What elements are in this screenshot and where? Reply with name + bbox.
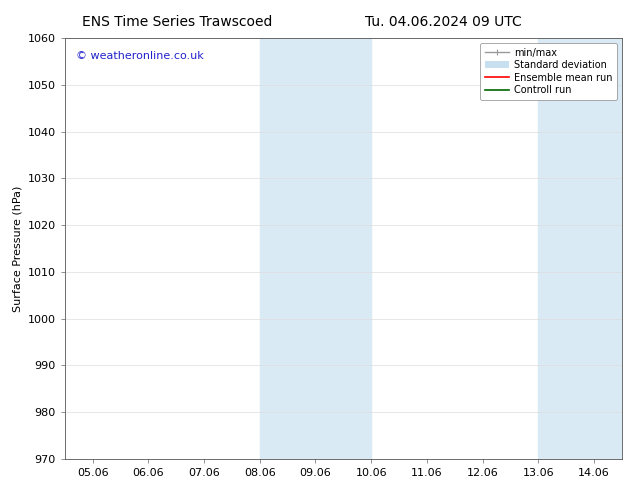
Bar <box>260 38 372 459</box>
Text: Tu. 04.06.2024 09 UTC: Tu. 04.06.2024 09 UTC <box>365 15 522 29</box>
Bar <box>538 38 622 459</box>
Text: © weatheronline.co.uk: © weatheronline.co.uk <box>76 50 204 61</box>
Y-axis label: Surface Pressure (hPa): Surface Pressure (hPa) <box>12 185 22 312</box>
Text: ENS Time Series Trawscoed: ENS Time Series Trawscoed <box>82 15 273 29</box>
Legend: min/max, Standard deviation, Ensemble mean run, Controll run: min/max, Standard deviation, Ensemble me… <box>480 43 617 100</box>
